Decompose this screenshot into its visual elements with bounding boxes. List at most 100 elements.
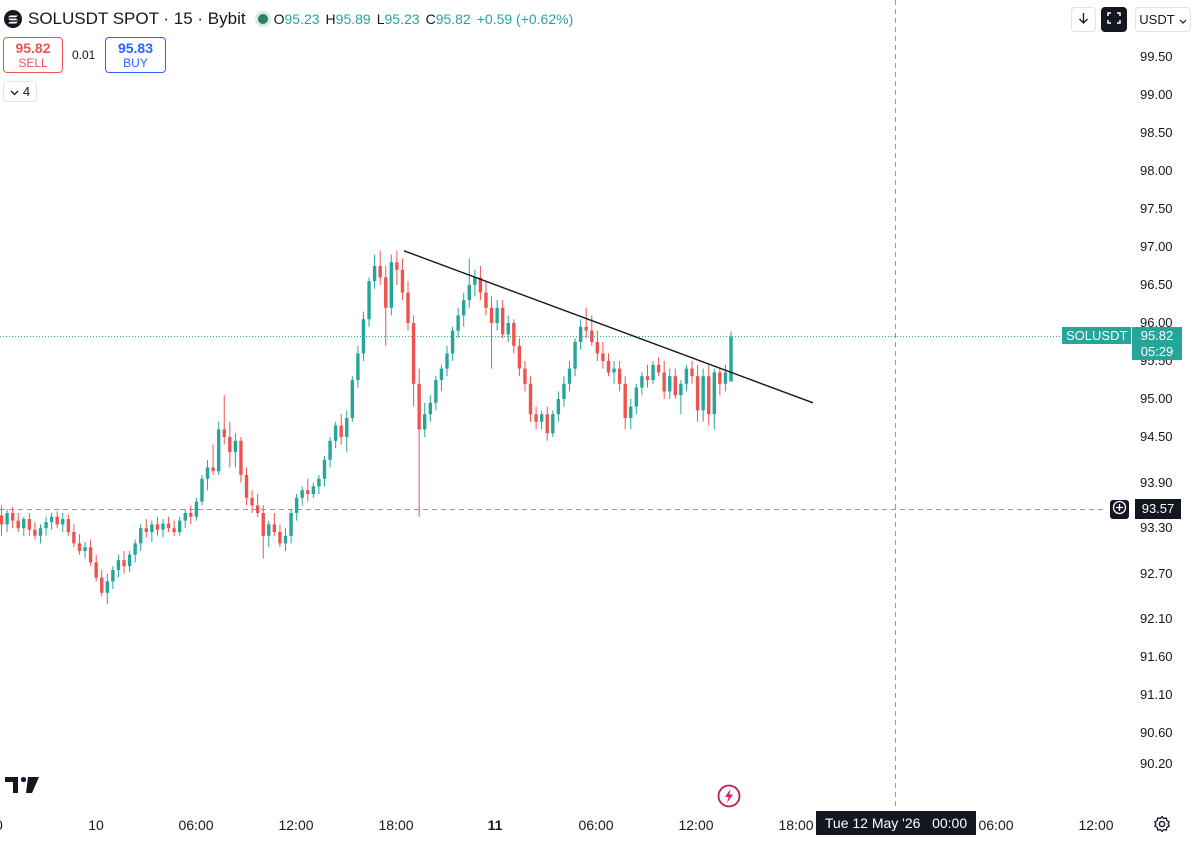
candle-body bbox=[673, 376, 678, 396]
candle-body bbox=[77, 543, 82, 551]
candle bbox=[166, 516, 171, 532]
candle-body bbox=[584, 326, 588, 331]
candle bbox=[289, 509, 293, 544]
candle bbox=[83, 541, 87, 559]
candle bbox=[44, 516, 48, 536]
gear-icon[interactable] bbox=[1153, 815, 1171, 838]
candle-body bbox=[367, 281, 371, 320]
candle-body bbox=[83, 547, 87, 551]
candle bbox=[617, 361, 622, 392]
indicators-count: 4 bbox=[22, 84, 31, 99]
candle bbox=[61, 513, 65, 532]
symbol-title[interactable]: SOLUSDT SPOT · 15 · Bybit bbox=[28, 9, 246, 28]
candle-body bbox=[406, 292, 410, 323]
price-tick-label: 92.10 bbox=[1140, 611, 1173, 627]
candle bbox=[406, 281, 410, 331]
price-tick-label: 92.70 bbox=[1140, 565, 1173, 581]
candle-body bbox=[61, 519, 65, 525]
candle-body bbox=[38, 528, 43, 536]
candle bbox=[417, 368, 421, 517]
candle-body bbox=[411, 323, 416, 384]
candle-body bbox=[166, 523, 171, 529]
time-tick-label: 06:00 bbox=[178, 817, 214, 833]
candle bbox=[155, 516, 160, 536]
candle bbox=[322, 456, 327, 487]
scroll-to-latest-button[interactable] bbox=[1071, 7, 1096, 32]
sell-price: 95.82 bbox=[15, 40, 51, 56]
indicators-toggle-button[interactable]: 4 bbox=[3, 81, 37, 102]
buy-button[interactable]: 95.83 BUY bbox=[105, 37, 166, 73]
candle-body bbox=[283, 535, 288, 544]
candle-body bbox=[361, 319, 366, 354]
chevron-down-icon bbox=[1179, 12, 1187, 27]
market-open-icon bbox=[257, 14, 268, 24]
candle bbox=[150, 520, 154, 542]
candle bbox=[255, 494, 260, 517]
candle-body bbox=[562, 383, 566, 399]
candle bbox=[629, 399, 633, 430]
candle-body bbox=[183, 513, 187, 521]
candle bbox=[606, 353, 611, 377]
candle bbox=[584, 307, 588, 339]
candle-body bbox=[49, 516, 54, 523]
currency-select[interactable]: USDT bbox=[1135, 7, 1191, 32]
trendline[interactable] bbox=[403, 250, 814, 404]
candle-body bbox=[228, 437, 232, 453]
candle-body bbox=[434, 380, 438, 403]
candle-body bbox=[239, 440, 243, 475]
add-alert-button[interactable] bbox=[1110, 500, 1129, 519]
candle bbox=[233, 433, 238, 468]
time-tick-label: 11 bbox=[487, 817, 503, 833]
tradingview-logo-icon[interactable] bbox=[5, 775, 39, 800]
candle-body bbox=[72, 532, 76, 544]
last-price-label: 95.82 05:29 bbox=[1132, 327, 1182, 360]
price-tick-label: 99.00 bbox=[1140, 87, 1173, 102]
candle bbox=[428, 395, 432, 422]
candle bbox=[88, 539, 93, 567]
candle-body bbox=[634, 387, 639, 407]
price-tick-label: 97.00 bbox=[1140, 239, 1173, 254]
candle-body bbox=[590, 330, 594, 342]
buy-price: 95.83 bbox=[117, 40, 154, 56]
candle-body bbox=[512, 323, 516, 346]
price-tick-label: 90.20 bbox=[1140, 755, 1173, 771]
candle bbox=[261, 505, 265, 559]
candle bbox=[144, 519, 148, 538]
candle bbox=[367, 277, 371, 327]
candle-body bbox=[567, 368, 572, 384]
candle bbox=[27, 513, 32, 536]
time-tick-label: 12:00 bbox=[1078, 817, 1114, 833]
candle-body bbox=[5, 513, 9, 525]
candle-body bbox=[255, 505, 260, 513]
candle-body bbox=[428, 402, 432, 415]
candle bbox=[22, 516, 26, 536]
price-tick-label: 95.00 bbox=[1140, 391, 1173, 406]
chart-legend: SOLUSDT SPOT · 15 · Bybit O95.23 H95.89 … bbox=[4, 8, 573, 30]
candle-body bbox=[94, 562, 98, 578]
candle-body bbox=[55, 516, 59, 525]
candle-body bbox=[172, 528, 176, 532]
candle bbox=[105, 573, 110, 605]
candle-body bbox=[267, 524, 271, 536]
candle bbox=[701, 368, 705, 422]
candle bbox=[127, 551, 132, 573]
candle-body bbox=[495, 307, 499, 323]
candle bbox=[712, 368, 716, 430]
price-tick-label: 93.30 bbox=[1140, 520, 1173, 536]
time-tick-label: 12:00 bbox=[678, 817, 714, 833]
lightning-icon[interactable] bbox=[716, 783, 742, 814]
candle-body bbox=[707, 376, 711, 415]
candle-body bbox=[372, 266, 377, 282]
candle bbox=[423, 402, 427, 437]
candle-body bbox=[155, 524, 160, 530]
candle bbox=[317, 475, 321, 494]
candle bbox=[228, 421, 232, 468]
candle bbox=[512, 319, 516, 354]
candle bbox=[534, 406, 538, 430]
candle bbox=[473, 269, 477, 297]
candle bbox=[244, 467, 249, 506]
fullscreen-button[interactable] bbox=[1101, 7, 1127, 32]
candle bbox=[10, 506, 15, 529]
sell-button[interactable]: 95.82 SELL bbox=[3, 37, 63, 73]
